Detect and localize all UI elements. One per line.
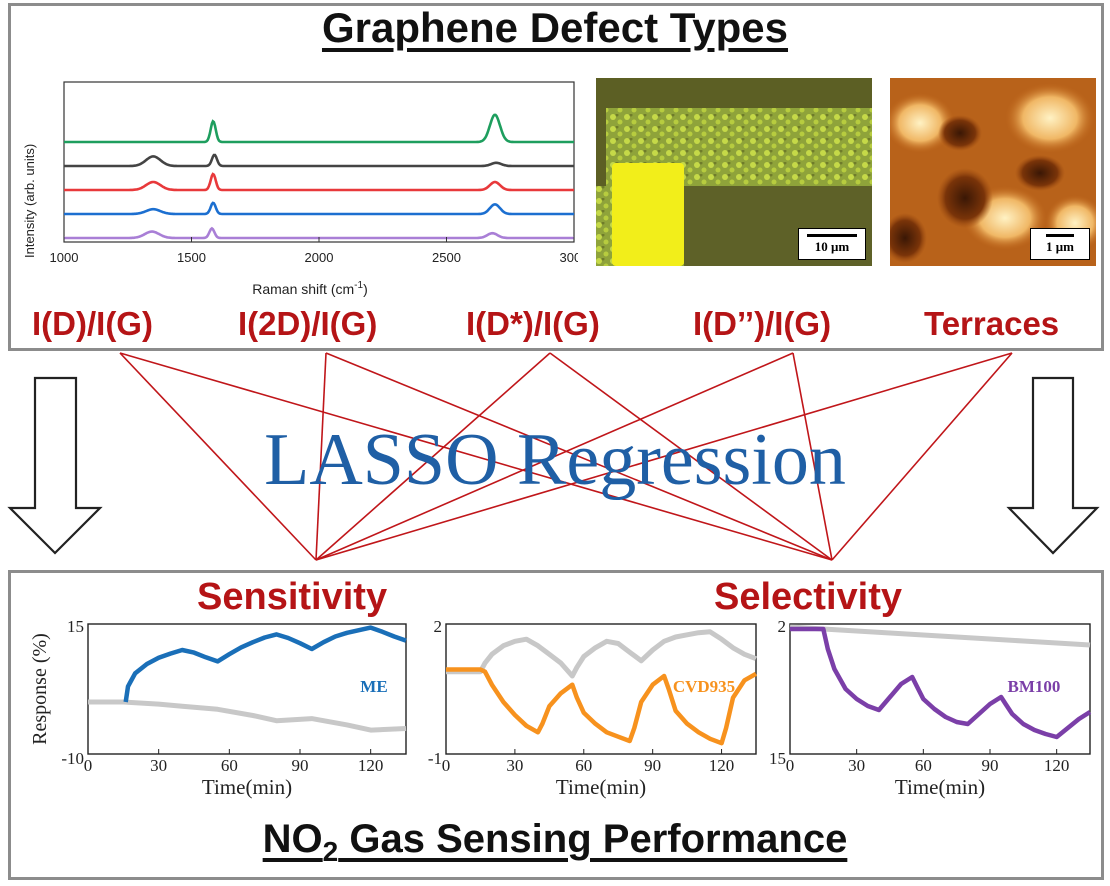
response-x-tick-label: 60 — [221, 756, 238, 775]
response-x-tick-label: 30 — [506, 756, 523, 775]
link-2d-right — [325, 352, 833, 561]
raman-x-tick-label: 1500 — [177, 250, 206, 265]
response-x-tick-label: 120 — [1044, 756, 1070, 775]
feature-i2d-ig: I(2D)/I(G) — [238, 305, 378, 342]
gas-sensing-title-sub: 2 — [322, 836, 339, 867]
response-series-group — [789, 624, 1092, 740]
link-terraces-right — [831, 352, 1013, 561]
right-down-arrow — [1006, 376, 1100, 555]
optical-micrograph-image: 10 μm — [596, 78, 872, 266]
response-series-cvd935 — [446, 667, 758, 746]
optical-scale-bar: 10 μm — [798, 228, 866, 260]
response-series-reference — [446, 629, 757, 679]
response-series-reference — [789, 624, 1091, 648]
response-chart-cvd935: 0 30 60 90 120 2 -1 Time(min) CVD935 — [428, 617, 758, 799]
response-x-tick-label: 90 — [982, 756, 999, 775]
raman-x-tick-label: 1000 — [50, 250, 79, 265]
raman-series-0 — [64, 113, 574, 144]
response-x-tick-label: 60 — [915, 756, 932, 775]
feature-terraces: Terraces — [924, 305, 1060, 342]
raman-series-2 — [64, 172, 574, 192]
response-x-tick-label: 0 — [84, 756, 93, 775]
response-series-label: CVD935 — [673, 677, 735, 696]
response-plot-frame — [789, 623, 1091, 755]
response-y-tick-bottom: -10 — [61, 749, 84, 768]
response-x-axis-label: Time(min) — [556, 775, 646, 799]
lasso-regression-label: LASSO Regression — [264, 419, 846, 501]
link-2d-left — [315, 352, 327, 561]
optical-scale-bar-line — [807, 233, 857, 237]
response-series-group — [88, 625, 407, 733]
sensitivity-label: Sensitivity — [197, 576, 388, 618]
link-dpp-left — [315, 352, 794, 561]
defect-types-title: Graphene Defect Types — [321, 4, 789, 51]
afm-topography-image: 1 μm — [890, 78, 1096, 266]
gas-sensing-title-prefix: NO — [262, 817, 323, 861]
response-y-tick-bottom: 15 — [769, 749, 786, 768]
raman-x-tick-label: 2000 — [305, 250, 334, 265]
gas-sensing-panel — [8, 570, 1104, 880]
response-x-tick-label: 30 — [848, 756, 865, 775]
raman-series-3 — [64, 201, 574, 216]
response-y-tick-bottom: -1 — [428, 749, 442, 768]
response-x-axis-label: Time(min) — [202, 775, 292, 799]
optical-micrograph-drawing — [596, 78, 872, 266]
afm-scale-bar-line — [1046, 233, 1074, 237]
response-series-label: ME — [360, 677, 387, 696]
feature-id-ig: I(D)/I(G) — [32, 305, 153, 342]
response-series-label: BM100 — [1008, 677, 1061, 696]
raman-y-axis-label: Intensity (arb. units) — [22, 144, 37, 258]
link-dstar-left — [315, 352, 551, 561]
response-series-group — [446, 629, 758, 746]
gas-sensing-title-suffix: Gas Sensing Performance — [338, 817, 848, 861]
response-chart-me: 0 30 60 90 120 15 -10 Time(min) Response (%) ME — [29, 617, 407, 799]
optical-scale-label: 10 μm — [814, 238, 850, 254]
link-id-left — [119, 352, 317, 561]
response-plot-frame — [87, 623, 407, 755]
response-x-tick-label: 0 — [786, 756, 795, 775]
response-x-tick-label: 120 — [358, 756, 384, 775]
response-x-tick-label: 120 — [709, 756, 735, 775]
response-x-tick-label: 60 — [575, 756, 592, 775]
response-y-tick-top: 2 — [434, 617, 443, 636]
response-series-reference — [88, 699, 407, 733]
response-chart-bm100: 0 30 60 90 120 2 15 Time(min) BM100 — [769, 617, 1092, 799]
response-x-tick-label: 30 — [150, 756, 167, 775]
response-x-tick-label: 90 — [292, 756, 309, 775]
feature-idstar-ig: I(D*)/I(G) — [466, 305, 600, 342]
raman-spectra-chart: 1000 1500 2000 2500 3000 Intensity (arb. uni… — [22, 81, 578, 297]
link-dstar-right — [549, 352, 833, 561]
raman-x-tick-label: 3000 — [560, 250, 578, 265]
response-x-tick-label: 0 — [442, 756, 451, 775]
raman-series-1 — [64, 153, 574, 168]
raman-x-axis-label: Raman shift (cm-1) — [252, 280, 368, 297]
selectivity-label: Selectivity — [714, 576, 902, 618]
response-plot-frame — [445, 623, 757, 755]
left-down-arrow — [7, 376, 103, 555]
feature-idpp-ig: I(D’’)/I(G) — [693, 305, 832, 342]
response-x-tick-label: 90 — [644, 756, 661, 775]
response-y-tick-top: 2 — [778, 617, 787, 636]
afm-scale-label: 1 μm — [1046, 238, 1074, 254]
response-y-axis-label: Response (%) — [29, 633, 51, 745]
link-id-right — [119, 352, 833, 561]
afm-scale-bar: 1 μm — [1030, 228, 1090, 260]
raman-x-tick-label: 2500 — [432, 250, 461, 265]
link-dpp-right — [792, 352, 833, 561]
gas-sensing-title: NO2 Gas Sensing Performance — [0, 817, 1110, 868]
response-x-axis-label: Time(min) — [895, 775, 985, 799]
response-series-me — [123, 625, 407, 703]
response-y-tick-top: 15 — [67, 617, 84, 636]
link-terraces-left — [315, 352, 1013, 561]
response-series-bm100 — [790, 626, 1092, 740]
